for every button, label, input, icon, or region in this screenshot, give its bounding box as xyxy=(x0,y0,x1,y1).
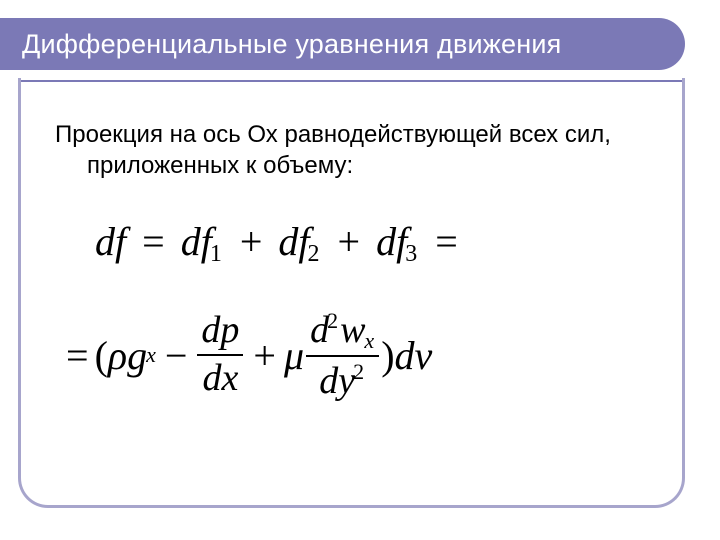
equals-1: = xyxy=(136,219,171,264)
frac-bar-1 xyxy=(197,354,243,356)
f1-t1: df xyxy=(181,219,212,264)
plus-3: + xyxy=(245,332,284,379)
rho: ρ xyxy=(108,332,127,379)
dp: dp xyxy=(197,311,243,351)
minus-1: − xyxy=(157,332,196,379)
dy-exp: 2 xyxy=(353,359,364,384)
f1-t3: df xyxy=(376,219,407,264)
f1-lhs: df xyxy=(95,219,126,264)
d2w-den: dy2 xyxy=(315,360,370,402)
d2w-sub: x xyxy=(364,328,374,353)
d2w-exp: 2 xyxy=(327,308,338,333)
formula-line-1: df = df1 + df2 + df3 = xyxy=(95,218,464,268)
frac-dpdx: dp dx xyxy=(197,311,243,399)
dy: dy xyxy=(319,360,355,402)
formula-line-2: = ( ρ gx − dp dx + μ d2wx dy2 ) dv xyxy=(60,300,432,410)
lparen: ( xyxy=(95,332,108,379)
equals-3: = xyxy=(60,332,95,379)
frac-bar-2 xyxy=(306,355,379,357)
d2w-num: d2wx xyxy=(306,309,379,352)
equals-2: = xyxy=(429,219,464,264)
d2w-w: w xyxy=(340,309,365,351)
frac-d2w: d2wx dy2 xyxy=(306,309,379,402)
f1-s3: 3 xyxy=(405,241,417,267)
g: g xyxy=(127,332,147,379)
f1-t2: df xyxy=(278,219,309,264)
plus-1: + xyxy=(234,219,269,264)
mu: μ xyxy=(284,332,304,379)
slide-title: Дифференциальные уравнения движения xyxy=(22,29,561,60)
f1-s1: 1 xyxy=(210,241,222,267)
rparen: ) xyxy=(381,332,394,379)
body-paragraph: Проекция на ось Ох равнодействующей всех… xyxy=(55,120,665,181)
slide: Дифференциальные уравнения движения Прое… xyxy=(0,0,720,540)
f1-s2: 2 xyxy=(308,241,320,267)
title-bar: Дифференциальные уравнения движения xyxy=(0,18,685,70)
plus-2: + xyxy=(332,219,367,264)
g-sub: x xyxy=(146,342,156,368)
dv: dv xyxy=(395,332,433,379)
dx: dx xyxy=(198,359,242,399)
